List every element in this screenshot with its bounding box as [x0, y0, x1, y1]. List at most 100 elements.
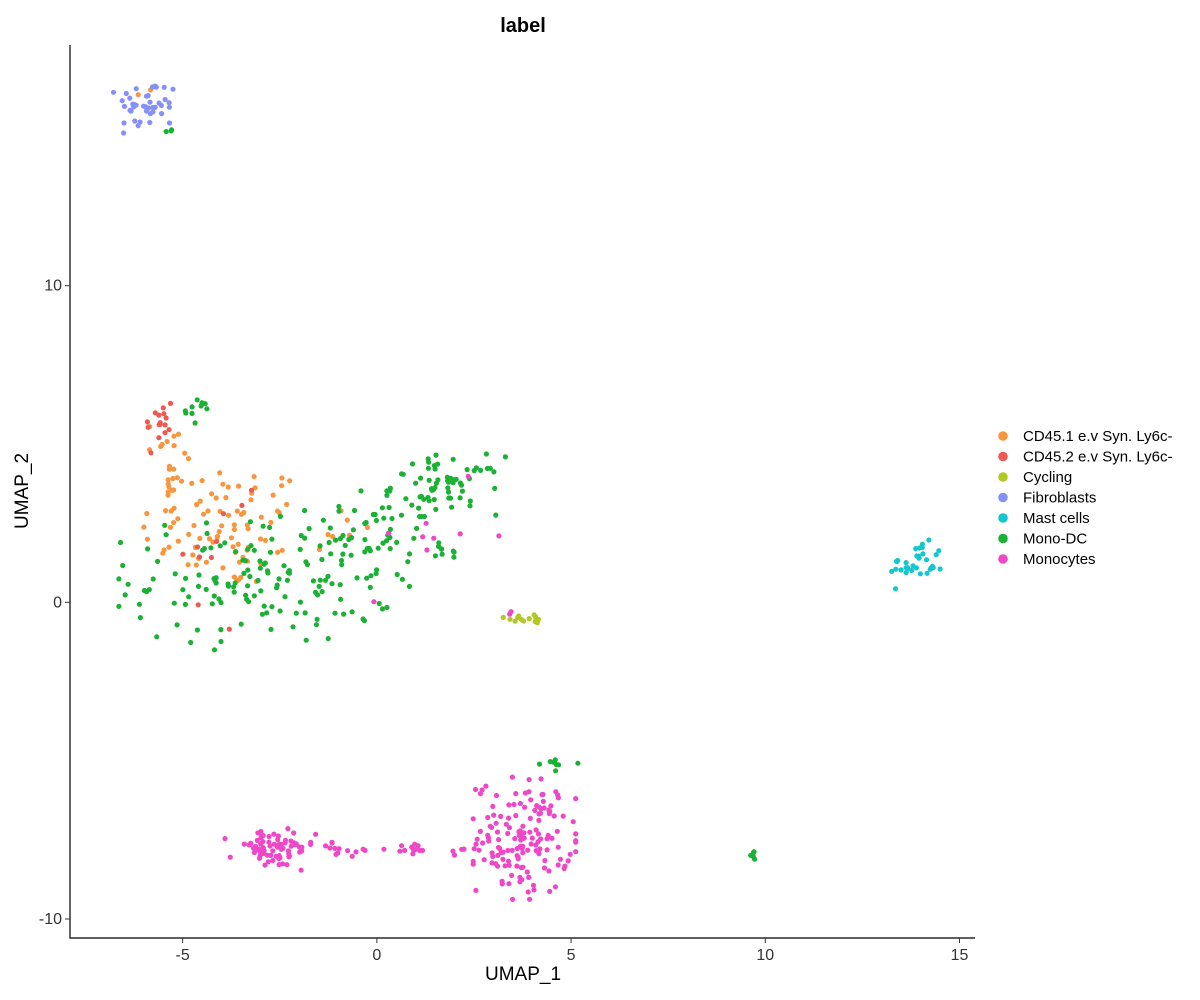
- point-6-0-111: [495, 863, 501, 869]
- point-0-1-6: [171, 443, 177, 449]
- point-0-0-44: [161, 547, 167, 553]
- point-6-2-2: [345, 848, 351, 854]
- point-5-2-52: [418, 475, 424, 481]
- point-5-0-22: [341, 611, 347, 617]
- point-0-0-48: [167, 524, 173, 530]
- point-6-1-1: [291, 830, 297, 836]
- point-3-0-28: [143, 108, 149, 114]
- point-0-0-20: [213, 495, 219, 501]
- point-6-1-69: [278, 846, 284, 852]
- point-6-1-23: [222, 836, 228, 842]
- point-6-0-53: [549, 835, 555, 841]
- point-0-2-1: [135, 92, 141, 98]
- point-6-3-1: [431, 535, 437, 541]
- point-0-0-65: [189, 480, 195, 486]
- point-5-0-124: [349, 609, 355, 615]
- point-5-0-19: [245, 546, 251, 552]
- point-0-0-13: [226, 512, 232, 518]
- point-5-0-66: [247, 519, 253, 525]
- point-6-0-42: [536, 817, 542, 824]
- point-5-0-45: [150, 576, 156, 582]
- point-6-0-46: [473, 887, 479, 894]
- point-4-0-13: [933, 552, 939, 558]
- point-4-0-23: [909, 567, 915, 574]
- point-0-1-11: [170, 475, 176, 482]
- point-6-1-19: [298, 867, 304, 873]
- point-3-0-10: [166, 100, 172, 106]
- point-6-0-31: [509, 774, 515, 780]
- point-5-2-42: [435, 461, 441, 467]
- point-6-0-133: [530, 882, 537, 889]
- point-5-0-77: [172, 571, 178, 577]
- point-5-0-59: [116, 576, 122, 582]
- point-5-2-51: [425, 456, 431, 462]
- point-5-2-29: [384, 492, 390, 498]
- point-6-0-106: [509, 896, 516, 903]
- point-5-0-24: [406, 583, 413, 590]
- point-5-6-4: [752, 856, 758, 862]
- point-5-1-6: [358, 488, 364, 494]
- point-5-0-132: [231, 589, 237, 595]
- point-6-2-5: [450, 848, 456, 854]
- point-5-2-8: [387, 485, 393, 491]
- point-5-1-7: [373, 517, 379, 524]
- point-5-0-142: [384, 604, 390, 611]
- point-4-0-12: [923, 557, 930, 563]
- point-0-1-13: [159, 441, 165, 448]
- point-3-0-9: [123, 90, 129, 97]
- point-5-2-48: [426, 498, 432, 504]
- point-5-0-102: [188, 639, 194, 646]
- point-4-0-21: [937, 566, 943, 572]
- point-4-0-16: [914, 553, 920, 559]
- point-0-0-54: [141, 524, 147, 530]
- point-0-1-21: [166, 466, 172, 472]
- point-6-0-0: [481, 857, 487, 863]
- point-0-0-38: [193, 562, 199, 568]
- point-6-1-59: [241, 841, 247, 847]
- point-6-0-32: [570, 819, 576, 825]
- point-0-0-66: [245, 526, 251, 532]
- point-3-0-30: [156, 100, 162, 106]
- point-5-0-27: [238, 621, 244, 627]
- point-6-2-34: [402, 847, 408, 854]
- point-5-7-2: [163, 128, 169, 135]
- point-3-0-35: [152, 104, 158, 110]
- point-5-1-37: [411, 535, 417, 541]
- point-6-0-137: [538, 836, 544, 842]
- point-6-0-76: [520, 823, 526, 829]
- point-6-0-71: [540, 791, 546, 797]
- point-6-0-128: [493, 792, 500, 799]
- point-6-0-64: [506, 802, 512, 808]
- point-6-1-45: [274, 843, 280, 849]
- point-5-0-129: [203, 586, 209, 593]
- point-6-0-68: [525, 889, 531, 895]
- point-6-0-84: [527, 829, 533, 835]
- point-6-0-50: [536, 851, 542, 857]
- point-6-2-26: [353, 849, 359, 855]
- point-0-0-49: [171, 520, 177, 526]
- point-5-0-4: [354, 575, 360, 581]
- point-5-2-55: [447, 495, 454, 501]
- point-0-0-41: [287, 478, 293, 484]
- point-0-0-23: [144, 510, 150, 517]
- point-5-6-5: [751, 849, 757, 855]
- point-6-1-22: [254, 837, 260, 844]
- point-5-4-6: [451, 554, 457, 560]
- point-1-0-6: [145, 424, 151, 430]
- point-6-1-24: [308, 839, 314, 846]
- point-6-1-60: [276, 862, 282, 868]
- point-5-3-2: [189, 410, 195, 416]
- point-6-1-51: [275, 833, 281, 839]
- point-1-0-0: [148, 450, 154, 456]
- point-5-2-39: [471, 468, 477, 474]
- point-3-0-7: [161, 84, 167, 90]
- point-5-0-116: [338, 596, 344, 602]
- point-6-0-19: [513, 813, 519, 819]
- point-4-0-9: [893, 566, 899, 572]
- point-5-0-6: [218, 638, 224, 645]
- point-0-1-19: [174, 475, 180, 481]
- y-tick-label: -10: [39, 911, 62, 928]
- point-3-0-36: [170, 86, 176, 92]
- point-5-0-56: [325, 573, 331, 580]
- point-0-0-8: [209, 491, 215, 497]
